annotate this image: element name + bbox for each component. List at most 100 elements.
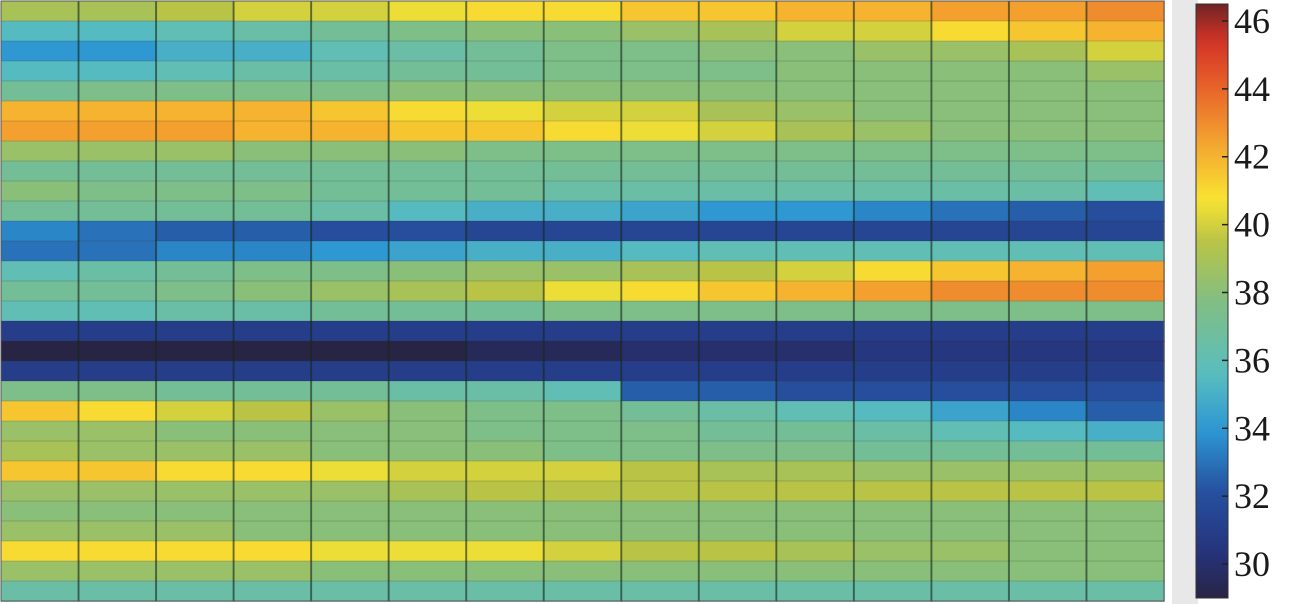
heatmap-cell	[620, 520, 700, 543]
heatmap-cell	[155, 180, 235, 203]
colorbar-tick-label: 36	[1234, 340, 1270, 380]
heatmap-cell	[543, 420, 623, 443]
heatmap-cell	[310, 460, 390, 483]
heatmap-cell	[388, 400, 468, 423]
heatmap-cell	[698, 460, 778, 483]
heatmap-cell	[78, 360, 158, 383]
heatmap-cell	[465, 80, 545, 103]
heatmap-cell	[310, 500, 390, 523]
heatmap-cell	[310, 100, 390, 123]
heatmap-cell	[775, 220, 855, 243]
heatmap-cell	[853, 340, 933, 363]
heatmap-cell	[155, 100, 235, 123]
heatmap-cell	[931, 300, 1010, 323]
heatmap-cell	[620, 440, 700, 463]
heatmap-cell	[775, 440, 855, 463]
heatmap-cell	[155, 140, 235, 163]
heatmap-cell	[1008, 0, 1088, 23]
colorbar-tick-label: 44	[1234, 69, 1270, 109]
heatmap-cell	[310, 200, 390, 223]
heatmap-cell	[698, 500, 778, 523]
heatmap-cell	[155, 520, 235, 543]
heatmap-cell	[1008, 180, 1088, 203]
heatmap-cell	[620, 200, 700, 223]
heatmap-cell	[698, 580, 778, 603]
heatmap-cell	[1086, 400, 1165, 423]
heatmap-cell	[543, 500, 623, 523]
heatmap-cell	[233, 200, 313, 223]
heatmap-cell	[853, 40, 933, 63]
heatmap-cell	[1086, 280, 1165, 303]
heatmap-cell	[853, 260, 933, 283]
heatmap-cell	[233, 440, 313, 463]
heatmap-cell	[698, 140, 778, 163]
heatmap-cell	[233, 240, 313, 263]
heatmap-cell	[233, 520, 313, 543]
heatmap-cell	[543, 580, 623, 603]
heatmap-cell	[620, 60, 700, 83]
heatmap-cell	[931, 80, 1010, 103]
heatmap-cell	[775, 380, 855, 403]
heatmap-cell	[698, 560, 778, 583]
heatmap-cell	[620, 100, 700, 123]
heatmap-cell	[620, 340, 700, 363]
heatmap-cell	[775, 200, 855, 223]
heatmap-cell	[543, 560, 623, 583]
heatmap-cell	[698, 420, 778, 443]
heatmap-cell	[543, 60, 623, 83]
heatmap-cell	[233, 40, 313, 63]
heatmap-cell	[853, 140, 933, 163]
heatmap-cell	[0, 380, 80, 403]
heatmap-cell	[1008, 60, 1088, 83]
heatmap-cell	[0, 440, 80, 463]
heatmap-cell	[233, 500, 313, 523]
heatmap-cell	[543, 300, 623, 323]
heatmap-cell	[388, 40, 468, 63]
heatmap-cell	[698, 360, 778, 383]
heatmap-cell	[698, 340, 778, 363]
heatmap-cell	[155, 380, 235, 403]
heatmap-cell	[0, 280, 80, 303]
heatmap-cell	[853, 160, 933, 183]
heatmap-cell	[1086, 340, 1165, 363]
heatmap-cell	[388, 540, 468, 563]
heatmap-cell	[620, 360, 700, 383]
heatmap-cell	[1008, 500, 1088, 523]
heatmap-cell	[310, 540, 390, 563]
heatmap-cell	[1086, 180, 1165, 203]
heatmap-cell	[1086, 580, 1165, 603]
heatmap-cell	[0, 260, 80, 283]
heatmap-cell	[0, 140, 80, 163]
heatmap-cell	[1086, 460, 1165, 483]
heatmap-cell	[155, 420, 235, 443]
colorbar-tick-label: 32	[1234, 476, 1270, 516]
heatmap-cell	[310, 360, 390, 383]
heatmap-cell	[620, 580, 700, 603]
heatmap-cell	[853, 220, 933, 243]
heatmap-cell	[853, 360, 933, 383]
colorbar-tick-label: 34	[1234, 408, 1270, 448]
heatmap-cell	[310, 560, 390, 583]
heatmap-cell	[155, 40, 235, 63]
heatmap-cell	[775, 300, 855, 323]
heatmap-cell	[310, 80, 390, 103]
heatmap-cell	[853, 520, 933, 543]
heatmap-cell	[388, 520, 468, 543]
heatmap-cell	[1008, 260, 1088, 283]
heatmap-cell	[543, 340, 623, 363]
heatmap-cell	[543, 280, 623, 303]
heatmap-cell	[775, 120, 855, 143]
heatmap-cell	[78, 140, 158, 163]
heatmap-cell	[155, 20, 235, 43]
heatmap-cell	[233, 140, 313, 163]
heatmap-cell	[78, 40, 158, 63]
colorbar-tick-label: 40	[1234, 205, 1270, 245]
heatmap-cell	[543, 400, 623, 423]
heatmap-cell	[78, 440, 158, 463]
heatmap-cell	[1086, 520, 1165, 543]
heatmap-cell	[620, 560, 700, 583]
heatmap-cell	[1008, 560, 1088, 583]
heatmap-cell	[155, 300, 235, 323]
heatmap-cell	[155, 220, 235, 243]
heatmap-cell	[775, 160, 855, 183]
